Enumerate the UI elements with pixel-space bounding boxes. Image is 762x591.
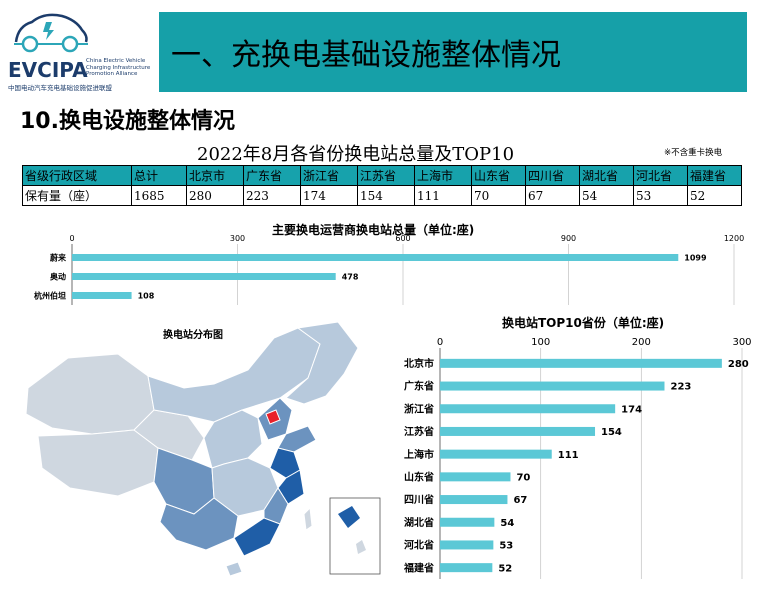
operator-chart-title: 主要换电运营商换电站总量（单位:座) (272, 223, 475, 237)
category-label: 广东省 (404, 380, 434, 393)
logo-chinese-name: 中国电动汽车充电基础设施促进联盟 (8, 84, 112, 92)
category-label: 福建省 (403, 561, 434, 574)
category-label: 江苏省 (404, 425, 434, 438)
bar (440, 404, 616, 414)
table-header-cell: 广东省 (243, 165, 301, 186)
data-label: 280 (728, 359, 749, 370)
table-header-cell: 上海市 (414, 165, 472, 186)
bar (440, 449, 552, 459)
category-label: 北京市 (404, 357, 434, 370)
bar (440, 472, 511, 482)
bar (440, 563, 493, 573)
x-tick-label: 600 (395, 234, 410, 243)
table-header-row: 省级行政区域 总计 北京市 广东省 浙江省 江苏省 上海市 山东省 四川省 湖北… (22, 165, 742, 186)
category-label: 山东省 (404, 470, 434, 483)
x-tick-label: 300 (732, 337, 751, 348)
table-header-cell: 总计 (131, 165, 187, 186)
data-label: 174 (621, 404, 642, 415)
category-label: 蔚来 (50, 252, 67, 262)
table-cell: 223 (243, 185, 301, 206)
bar (72, 273, 336, 280)
map-title: 换电站分布图 (163, 330, 223, 341)
car-logo-icon (14, 13, 88, 53)
bar (440, 358, 722, 368)
bar (72, 292, 132, 299)
x-tick-label: 100 (531, 337, 550, 348)
logo-wordmark: EVCIPA (8, 58, 88, 82)
table-header-cell: 福建省 (687, 165, 742, 186)
x-tick-label: 0 (437, 337, 443, 348)
x-tick-label: 300 (230, 234, 245, 243)
table-header-cell: 省级行政区域 (22, 165, 132, 186)
data-label: 108 (138, 291, 155, 300)
category-label: 湖北省 (404, 516, 434, 529)
table-row: 保有量（座） 1685 280 223 174 154 111 70 67 54… (22, 185, 742, 206)
table-cell: 111 (414, 185, 472, 206)
province-chart-title: 换电站TOP10省份（单位:座) (502, 316, 665, 330)
data-label: 223 (670, 382, 691, 393)
data-label: 1099 (684, 253, 707, 262)
category-label: 奥动 (49, 271, 66, 281)
table-header-cell: 河北省 (633, 165, 688, 186)
data-label: 70 (516, 472, 530, 483)
bar (440, 381, 665, 391)
category-label: 上海市 (404, 448, 434, 461)
data-label: 154 (601, 427, 622, 438)
data-label: 111 (558, 450, 579, 461)
data-label: 478 (342, 272, 359, 281)
table-cell: 154 (357, 185, 415, 206)
table-cell: 保有量（座） (22, 185, 132, 206)
data-label: 53 (499, 541, 513, 552)
table-title: 2022年8月各省份换电站总量及TOP10 (197, 144, 515, 165)
table-header-cell: 浙江省 (300, 165, 358, 186)
category-label: 河北省 (404, 539, 434, 552)
bar (440, 540, 494, 550)
evcipa-logo: EVCIPA China Electric Vehicle Charging I… (6, 8, 156, 92)
bar (440, 426, 596, 436)
china-map-graphic (25, 321, 381, 577)
table-header-cell: 山东省 (471, 165, 526, 186)
x-tick-label: 200 (632, 337, 651, 348)
category-label: 四川省 (404, 493, 434, 506)
china-map (8, 318, 400, 586)
data-label: 67 (513, 495, 527, 506)
data-label: 52 (498, 563, 512, 574)
category-label: 杭州伯坦 (34, 290, 66, 300)
table-header-cell: 江苏省 (357, 165, 415, 186)
table-note: ※不含重卡换电 (664, 148, 723, 158)
section-title: 10.换电设施整体情况 (20, 109, 235, 134)
table-cell: 52 (687, 185, 742, 206)
x-tick-label: 0 (69, 234, 74, 243)
logo-english-name: China Electric Vehicle Charging Infrastr… (86, 58, 151, 77)
data-label: 54 (500, 518, 514, 529)
category-label: 浙江省 (404, 402, 434, 415)
table-cell: 1685 (131, 185, 187, 206)
page-title: 一、充换电基础设施整体情况 (171, 38, 561, 73)
bar (72, 254, 679, 261)
bar (440, 517, 495, 527)
table-cell: 70 (471, 185, 526, 206)
header-banner: 一、充换电基础设施整体情况 (159, 12, 747, 92)
province-table: 省级行政区域 总计 北京市 广东省 浙江省 江苏省 上海市 山东省 四川省 湖北… (22, 165, 742, 206)
bar (440, 495, 508, 505)
table-cell: 280 (186, 185, 244, 206)
x-tick-label: 900 (561, 234, 576, 243)
x-tick-label: 1200 (724, 234, 744, 243)
